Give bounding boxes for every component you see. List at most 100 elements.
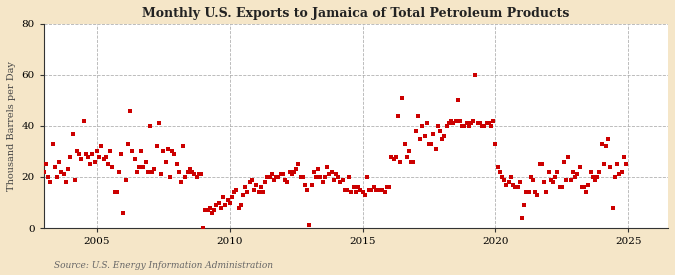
Point [207, 211, 217, 215]
Point [85, 162, 96, 166]
Point [417, 124, 428, 128]
Point [541, 190, 551, 194]
Point [350, 190, 361, 194]
Point [238, 193, 248, 197]
Point [52, 175, 63, 179]
Point [167, 149, 178, 154]
Point [494, 170, 505, 174]
Point [397, 96, 408, 100]
Point [424, 142, 435, 146]
Point [78, 119, 89, 123]
Point [76, 157, 87, 161]
Point [211, 203, 222, 207]
Point [127, 149, 138, 154]
Point [70, 177, 80, 182]
Point [585, 170, 596, 174]
Point [149, 167, 160, 172]
Point [56, 170, 67, 174]
Point [501, 182, 512, 187]
Point [153, 121, 164, 126]
Point [319, 175, 330, 179]
Point [608, 205, 618, 210]
Point [271, 175, 281, 179]
Point [399, 142, 410, 146]
Point [506, 175, 516, 179]
Point [308, 170, 319, 174]
Point [366, 188, 377, 192]
Point [324, 172, 335, 177]
Point [464, 124, 475, 128]
Point [184, 167, 195, 172]
Point [483, 121, 494, 126]
Point [302, 188, 313, 192]
Point [202, 208, 213, 212]
Point [377, 188, 388, 192]
Point [461, 121, 472, 126]
Point [275, 172, 286, 177]
Point [532, 193, 543, 197]
Point [38, 170, 49, 174]
Point [433, 124, 443, 128]
Point [222, 198, 233, 202]
Point [40, 162, 51, 166]
Point [180, 175, 191, 179]
Point [295, 175, 306, 179]
Point [534, 162, 545, 166]
Point [369, 185, 379, 189]
Point [470, 73, 481, 77]
Point [359, 193, 370, 197]
Point [182, 170, 193, 174]
Title: Monthly U.S. Exports to Jamaica of Total Petroleum Products: Monthly U.S. Exports to Jamaica of Total… [142, 7, 570, 20]
Point [457, 124, 468, 128]
Point [468, 119, 479, 123]
Point [58, 172, 69, 177]
Point [262, 175, 273, 179]
Point [412, 114, 423, 118]
Point [528, 177, 539, 182]
Point [499, 177, 510, 182]
Point [565, 177, 576, 182]
Point [187, 170, 198, 174]
Point [144, 124, 155, 128]
Point [612, 162, 622, 166]
Point [248, 188, 259, 192]
Point [260, 180, 271, 184]
Point [430, 147, 441, 151]
Point [383, 185, 394, 189]
Point [142, 170, 153, 174]
Y-axis label: Thousand Barrels per Day: Thousand Barrels per Day [7, 61, 16, 191]
Point [525, 175, 536, 179]
Point [169, 152, 180, 156]
Point [267, 172, 277, 177]
Point [510, 185, 520, 189]
Point [277, 172, 288, 177]
Point [452, 98, 463, 103]
Point [151, 144, 162, 148]
Point [519, 203, 530, 207]
Point [479, 124, 490, 128]
Point [610, 175, 620, 179]
Point [504, 180, 514, 184]
Point [107, 164, 118, 169]
Point [326, 170, 337, 174]
Point [371, 188, 381, 192]
Point [288, 170, 299, 174]
Point [306, 182, 317, 187]
Point [570, 175, 580, 179]
Point [189, 172, 200, 177]
Point [156, 172, 167, 177]
Point [348, 185, 359, 189]
Point [138, 164, 148, 169]
Point [43, 175, 53, 179]
Point [231, 188, 242, 192]
Point [120, 177, 131, 182]
Point [244, 180, 255, 184]
Point [561, 177, 572, 182]
Point [240, 185, 250, 189]
Point [406, 160, 416, 164]
Point [196, 172, 207, 177]
Point [134, 164, 144, 169]
Point [158, 149, 169, 154]
Point [229, 190, 240, 194]
Point [310, 175, 321, 179]
